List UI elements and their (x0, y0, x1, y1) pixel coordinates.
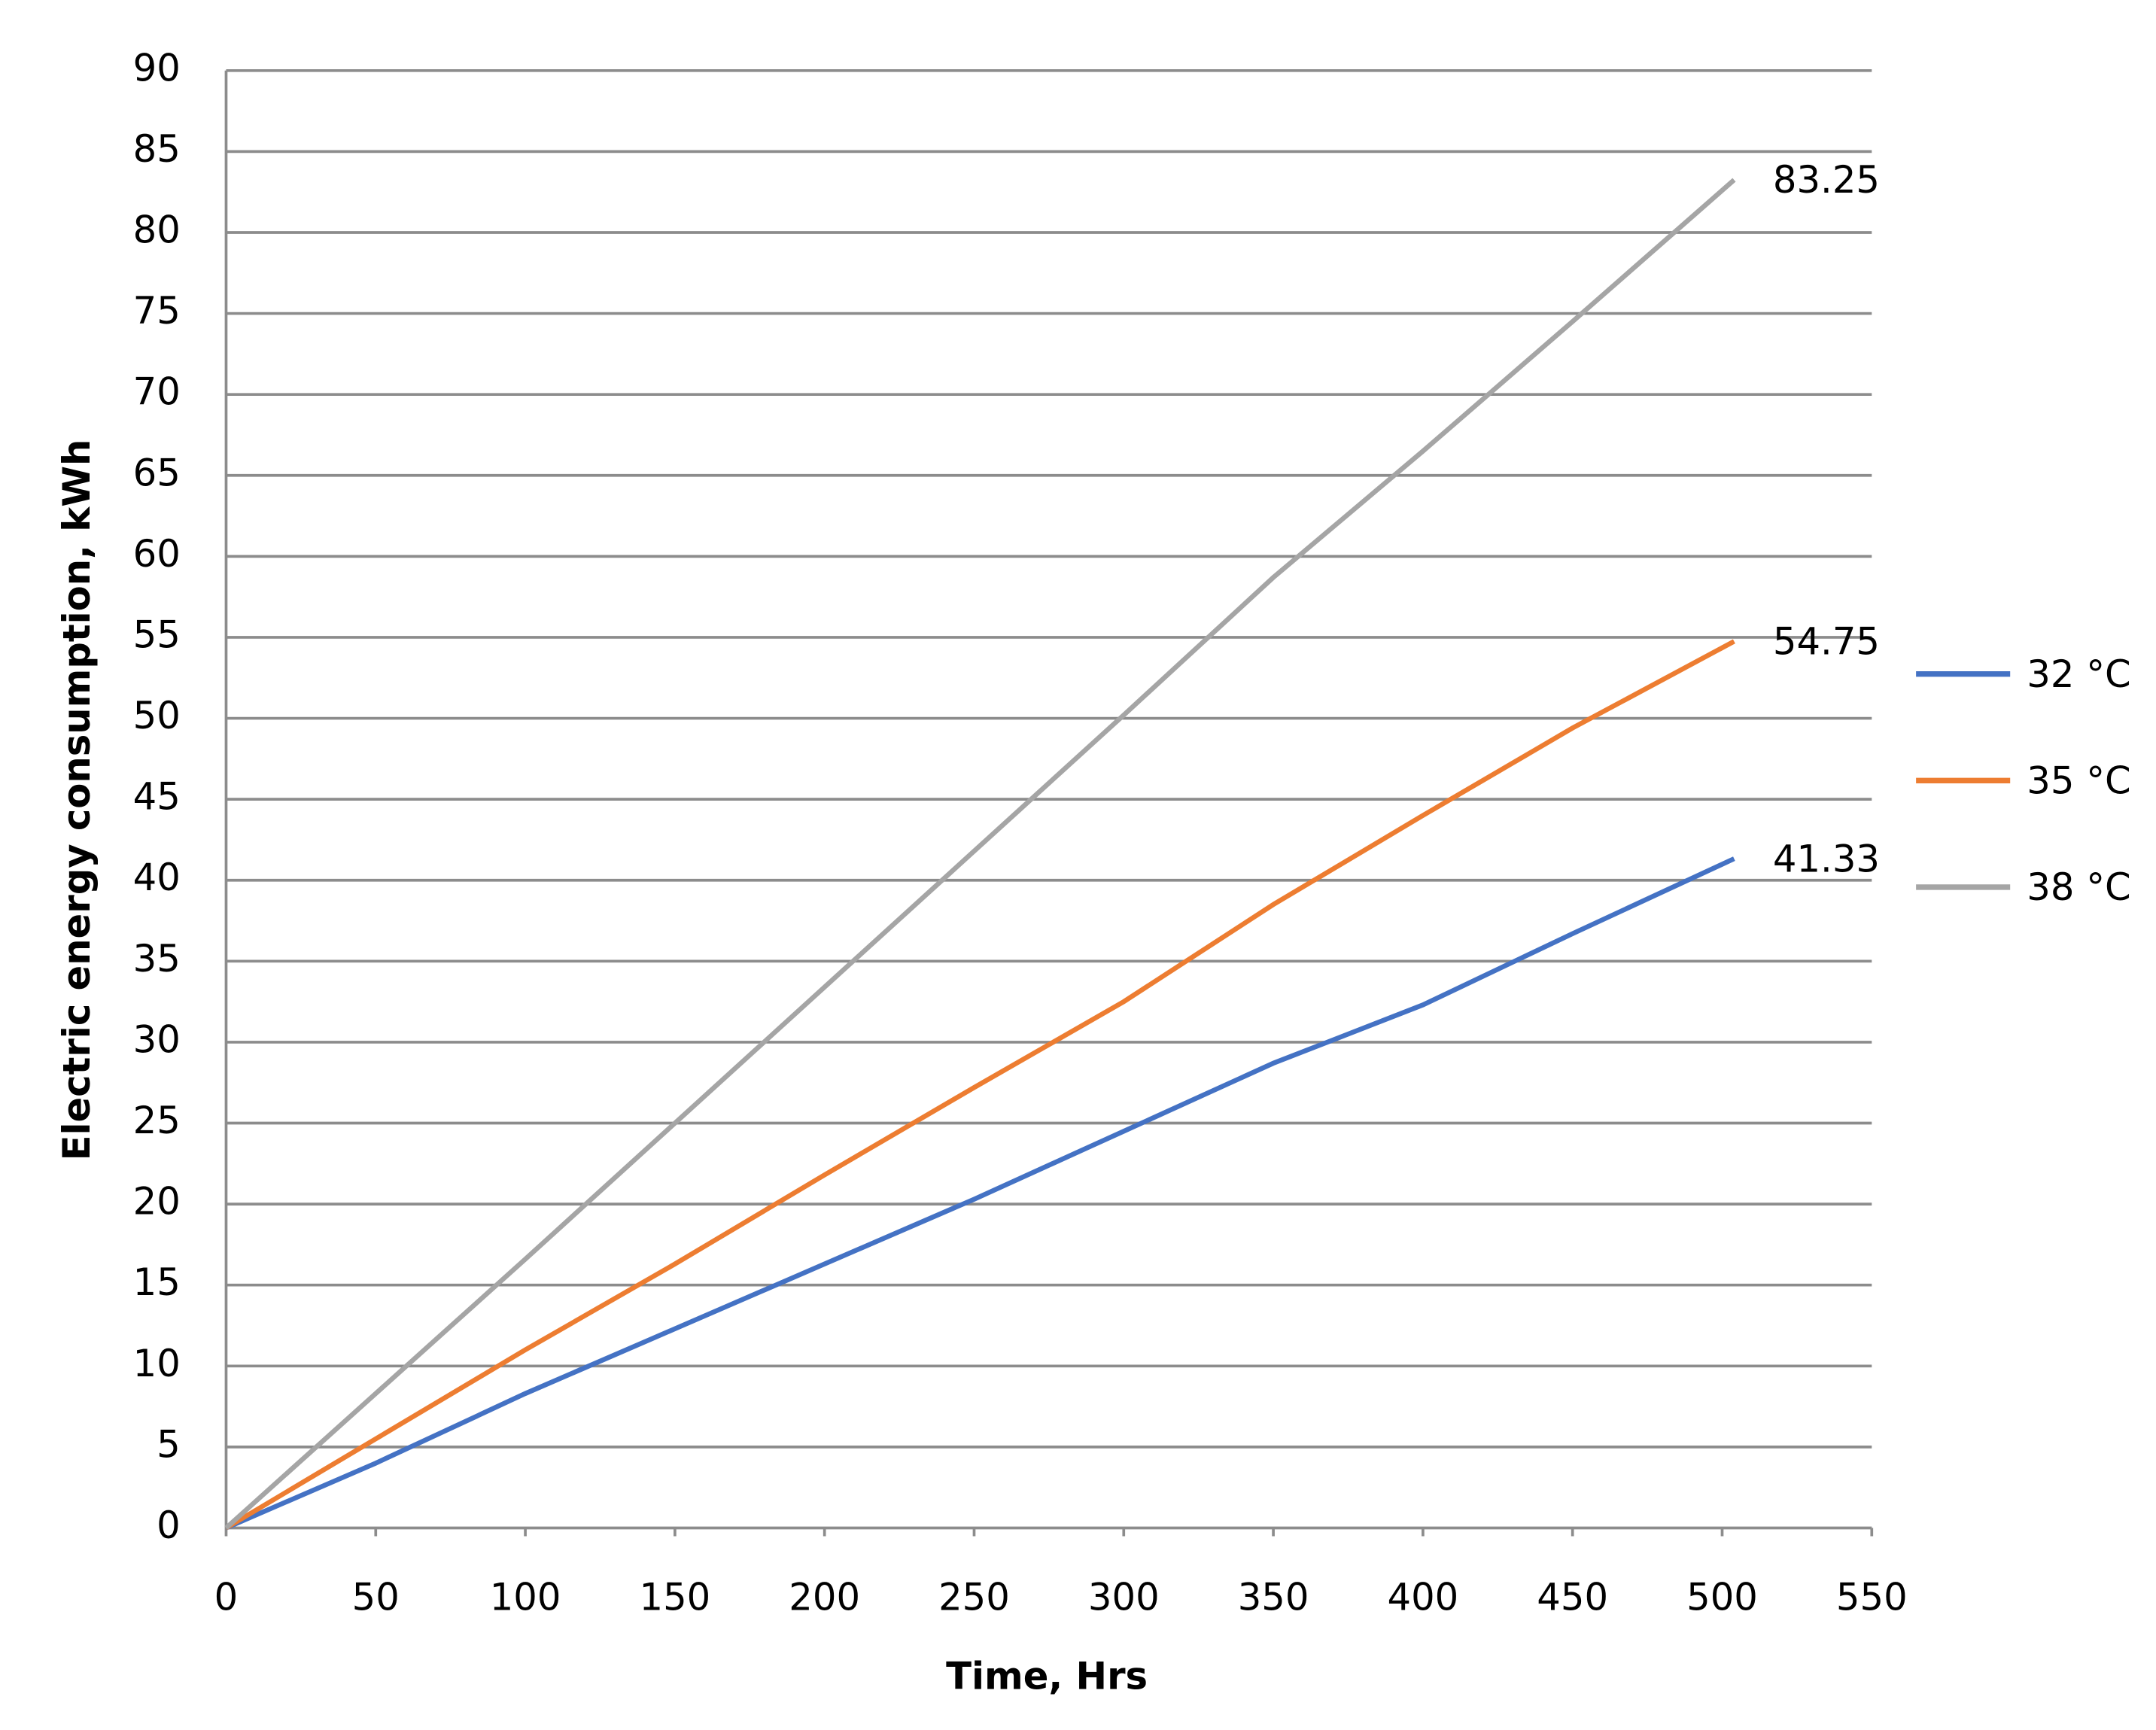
x-tick-label: 250 (938, 1576, 1010, 1619)
x-axis-title: Time, Hrs (946, 1654, 1148, 1698)
y-tick-label: 20 (133, 1180, 181, 1224)
x-tick-label: 100 (490, 1576, 561, 1619)
y-tick-label: 10 (133, 1342, 181, 1385)
legend-label: 35 °C (2027, 759, 2130, 802)
y-axis-title: Electric energy consumption, kWh (55, 439, 99, 1161)
legend-label: 38 °C (2027, 865, 2130, 909)
x-tick-label: 400 (1388, 1576, 1459, 1619)
y-tick-label: 80 (133, 208, 181, 251)
x-tick-label: 150 (639, 1576, 710, 1619)
x-tick-label: 50 (352, 1576, 400, 1619)
series-line (225, 856, 1735, 1531)
y-tick-label: 65 (133, 451, 181, 494)
x-tick-label: 450 (1537, 1576, 1608, 1619)
data-label: 83.25 (1773, 158, 1880, 202)
data-label: 41.33 (1773, 837, 1880, 880)
y-tick-label: 70 (133, 370, 181, 414)
y-tick-label: 55 (133, 613, 181, 656)
y-tick-label: 90 (133, 46, 181, 90)
y-tick-label: 25 (133, 1099, 181, 1142)
series-line (224, 639, 1735, 1531)
x-tick-label: 350 (1238, 1576, 1309, 1619)
y-tick-label: 75 (133, 289, 181, 333)
y-tick-label: 50 (133, 694, 181, 737)
data-label: 54.75 (1773, 620, 1880, 664)
y-tick-label: 15 (133, 1260, 181, 1304)
x-tick-label: 0 (214, 1576, 239, 1619)
y-tick-label: 5 (157, 1422, 181, 1466)
y-tick-label: 40 (133, 856, 181, 899)
x-tick-label: 500 (1686, 1576, 1758, 1619)
y-tick-label: 45 (133, 775, 181, 819)
y-tick-label: 85 (133, 127, 181, 171)
y-tick-label: 35 (133, 937, 181, 981)
legend-label: 32 °C (2027, 652, 2130, 696)
y-tick-label: 60 (133, 532, 181, 576)
x-tick-label: 300 (1088, 1576, 1160, 1619)
x-tick-label: 200 (789, 1576, 860, 1619)
y-tick-label: 0 (157, 1503, 181, 1547)
x-tick-label: 550 (1836, 1576, 1908, 1619)
y-tick-label: 30 (133, 1017, 181, 1061)
series-line (224, 178, 1736, 1530)
